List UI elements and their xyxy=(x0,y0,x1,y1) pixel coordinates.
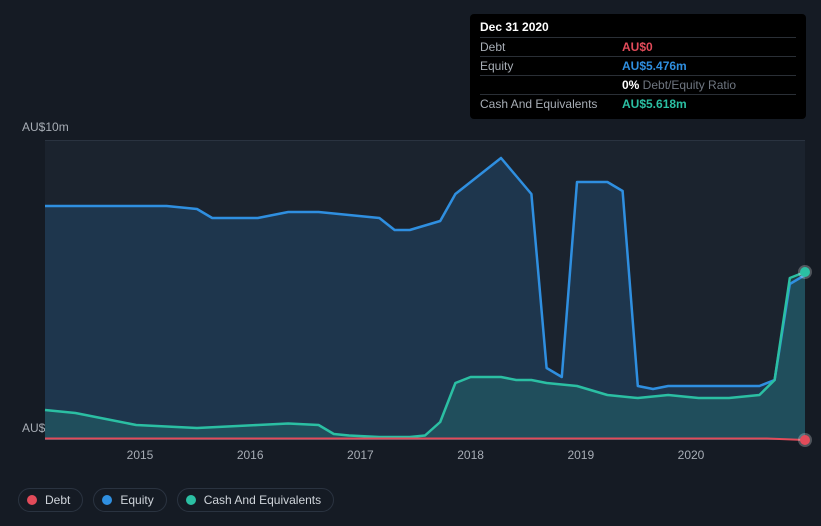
legend-item-equity[interactable]: Equity xyxy=(93,488,166,512)
tooltip-label: Debt xyxy=(480,40,608,54)
tooltip-row-debt: Debt AU$0 xyxy=(480,37,796,56)
legend-label: Cash And Equivalents xyxy=(204,493,321,507)
x-axis-label: 2015 xyxy=(127,448,154,462)
chart-svg xyxy=(45,140,805,440)
legend-dot-debt xyxy=(27,495,37,505)
tooltip-row-equity: Equity AU$5.476m xyxy=(480,56,796,75)
tooltip-value-equity: AU$5.476m xyxy=(622,59,687,73)
legend-item-debt[interactable]: Debt xyxy=(18,488,83,512)
chart-plot-area[interactable] xyxy=(45,140,805,440)
legend-label: Debt xyxy=(45,493,70,507)
x-axis-label: 2019 xyxy=(567,448,594,462)
legend-dot-cash xyxy=(186,495,196,505)
legend-item-cash[interactable]: Cash And Equivalents xyxy=(177,488,334,512)
chart-tooltip: Dec 31 2020 Debt AU$0 Equity AU$5.476m 0… xyxy=(470,14,806,119)
legend-label: Equity xyxy=(120,493,153,507)
series-end-marker-debt xyxy=(800,435,810,445)
tooltip-row-cash: Cash And Equivalents AU$5.618m xyxy=(480,94,796,113)
tooltip-label: Equity xyxy=(480,59,608,73)
tooltip-value-debt: AU$0 xyxy=(622,40,653,54)
tooltip-label: Cash And Equivalents xyxy=(480,97,608,111)
y-axis-label-max: AU$10m xyxy=(22,120,69,134)
chart-legend: Debt Equity Cash And Equivalents xyxy=(18,488,334,512)
tooltip-date: Dec 31 2020 xyxy=(480,20,796,37)
x-axis-label: 2016 xyxy=(237,448,264,462)
tooltip-value-cash: AU$5.618m xyxy=(622,97,687,111)
tooltip-label xyxy=(480,78,608,92)
legend-dot-equity xyxy=(102,495,112,505)
x-axis-label: 2020 xyxy=(678,448,705,462)
x-axis-label: 2018 xyxy=(457,448,484,462)
tooltip-row-ratio: 0% Debt/Equity Ratio xyxy=(480,75,796,94)
tooltip-value-ratio: 0% Debt/Equity Ratio xyxy=(622,78,736,92)
x-axis-label: 2017 xyxy=(347,448,374,462)
series-end-marker-cash xyxy=(800,267,810,277)
